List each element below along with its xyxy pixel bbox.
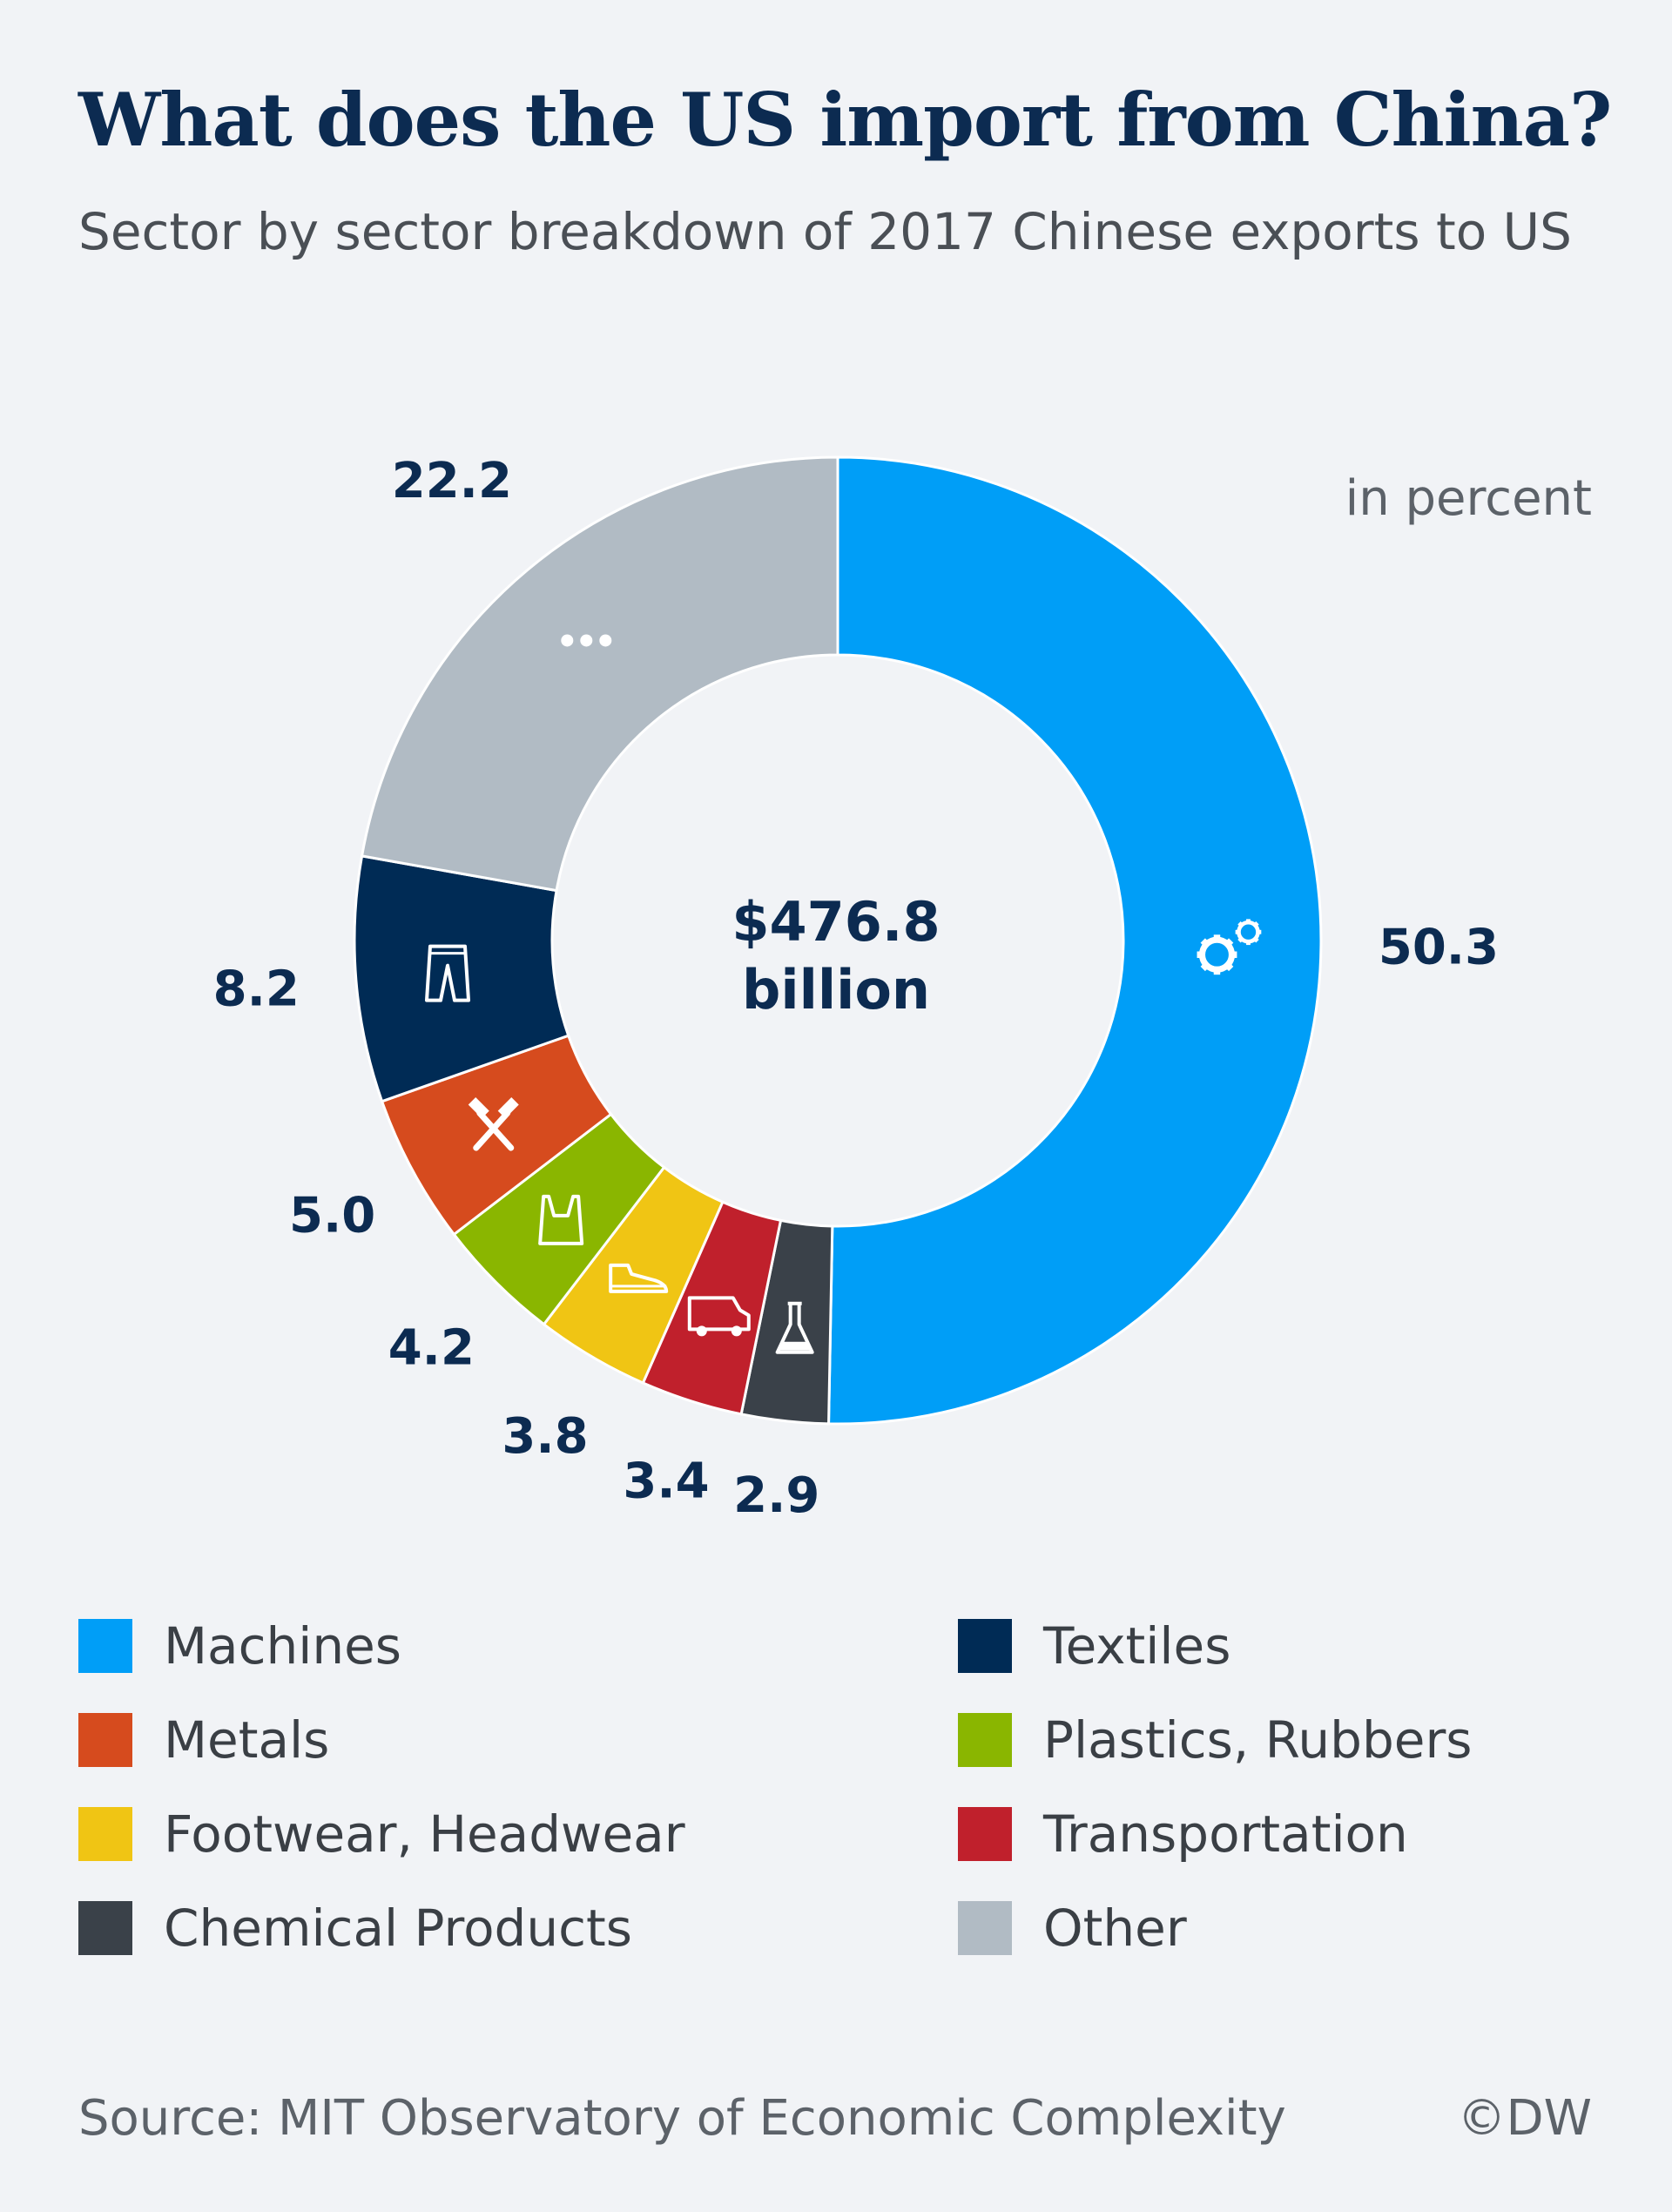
van-icon bbox=[687, 1296, 751, 1337]
legend-swatch bbox=[958, 1713, 1012, 1767]
legend-label: Plastics, Rubbers bbox=[1043, 1710, 1473, 1770]
legend-swatch bbox=[78, 1901, 132, 1955]
chart-title: What does the US import from China? bbox=[78, 77, 1612, 163]
legend-swatch bbox=[78, 1619, 132, 1673]
legend-label: Machines bbox=[164, 1616, 402, 1676]
center-total-line-1: $476.8 bbox=[732, 890, 940, 954]
value-label-plastics-rubbers: 4.2 bbox=[388, 1320, 475, 1377]
legend-item-plastics-rubbers: Plastics, Rubbers bbox=[958, 1705, 1473, 1775]
value-label-transportation: 3.4 bbox=[623, 1453, 709, 1509]
legend-swatch bbox=[958, 1619, 1012, 1673]
legend-swatch bbox=[958, 1901, 1012, 1955]
legend-item-textiles: Textiles bbox=[958, 1611, 1230, 1681]
value-label-other: 22.2 bbox=[392, 453, 512, 509]
slice-other bbox=[360, 455, 839, 893]
legend-item-chemical-products: Chemical Products bbox=[78, 1893, 632, 1963]
legend-label: Transportation bbox=[1043, 1804, 1408, 1864]
ellipsis-icon bbox=[561, 634, 612, 647]
legend-item-other: Other bbox=[958, 1893, 1187, 1963]
legend-item-footwear-headwear: Footwear, Headwear bbox=[78, 1799, 685, 1869]
center-total-line-2: billion bbox=[742, 958, 930, 1022]
shoe-icon bbox=[609, 1263, 669, 1293]
legend-swatch bbox=[78, 1713, 132, 1767]
flask-icon bbox=[775, 1301, 814, 1354]
legend-item-transportation: Transportation bbox=[958, 1799, 1408, 1869]
slice-value-labels: 50.3 2.9 3.4 3.8 4.2 5.0 8.2 22.2 bbox=[213, 453, 1499, 1524]
unit-note: in percent bbox=[1345, 470, 1592, 527]
legend-item-metals: Metals bbox=[78, 1705, 329, 1775]
legend-label: Other bbox=[1043, 1898, 1187, 1958]
value-label-footwear-headwear: 3.8 bbox=[502, 1408, 588, 1465]
donut-slices bbox=[353, 455, 1323, 1426]
legend-label: Footwear, Headwear bbox=[164, 1804, 685, 1864]
legend-label: Metals bbox=[164, 1710, 330, 1770]
legend-label: Chemical Products bbox=[164, 1898, 632, 1958]
legend-item-machines: Machines bbox=[78, 1611, 401, 1681]
hammers-icon bbox=[468, 1097, 519, 1151]
slice-icons bbox=[424, 634, 1262, 1354]
copyright-credit: ©DW bbox=[1457, 2090, 1593, 2147]
donut-chart: 50.3 2.9 3.4 3.8 4.2 5.0 8.2 22.2 $476.8 billio… bbox=[213, 453, 1499, 1524]
legend-swatch bbox=[958, 1807, 1012, 1861]
legend-swatch bbox=[78, 1807, 132, 1861]
value-label-textiles: 8.2 bbox=[213, 961, 300, 1018]
slice-machines bbox=[827, 455, 1323, 1426]
value-label-chemical-products: 2.9 bbox=[733, 1467, 819, 1524]
value-label-metals: 5.0 bbox=[289, 1187, 375, 1244]
trousers-icon bbox=[424, 944, 470, 1002]
source-note: Source: MIT Observatory of Economic Comp… bbox=[78, 2090, 1286, 2147]
bag-icon bbox=[538, 1194, 584, 1245]
legend-label: Textiles bbox=[1043, 1616, 1231, 1676]
value-label-machines: 50.3 bbox=[1379, 920, 1499, 976]
chart-subtitle: Sector by sector breakdown of 2017 Chine… bbox=[78, 202, 1572, 261]
gears-icon bbox=[1197, 919, 1262, 975]
